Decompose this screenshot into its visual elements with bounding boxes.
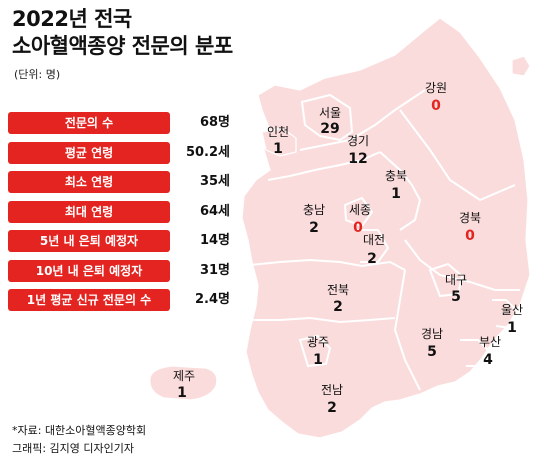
ulleungdo-island <box>511 55 531 77</box>
region-count: 0 <box>353 220 363 236</box>
region-name: 대전 <box>363 233 385 247</box>
stat-value: 64세 <box>199 203 230 219</box>
province-borders <box>249 89 520 391</box>
region-name: 부산 <box>479 335 501 349</box>
region-count: 2 <box>327 400 337 416</box>
region-count: 1 <box>177 385 187 401</box>
region-count: 2 <box>309 220 319 236</box>
stat-value: 14명 <box>199 233 230 248</box>
title-line-1: 2022년 전국 <box>12 7 132 31</box>
region-name: 울산 <box>501 303 523 317</box>
stat-row: 최소 연령 35세 <box>8 171 234 193</box>
region-name: 광주 <box>307 335 329 349</box>
stat-row: 10년 내 은퇴 예정자 31명 <box>8 259 234 282</box>
stat-label: 전문의 수 <box>8 112 170 134</box>
region-name: 인천 <box>267 124 289 139</box>
region-count: 1 <box>313 352 323 368</box>
region-name: 세종 <box>349 203 371 217</box>
region-name: 충남 <box>303 203 325 217</box>
region-count: 1 <box>273 141 283 157</box>
jeju-island <box>149 365 218 401</box>
region-name: 전남 <box>321 383 343 397</box>
region-name: 제주 <box>173 369 195 383</box>
province-shapes <box>149 17 531 439</box>
stat-label: 평균 연령 <box>8 141 170 164</box>
region-count: 2 <box>367 251 377 267</box>
region-name: 경기 <box>347 134 369 148</box>
region-count: 5 <box>427 344 437 360</box>
stats-panel: 전문의 수 68명 평균 연령 50.2세 최소 연령 35세 최대 연령 64세 5년… <box>8 112 234 319</box>
stat-value: 31명 <box>199 262 230 278</box>
unit-label: (단위: 명) <box>14 68 61 81</box>
region-name: 전북 <box>327 283 349 297</box>
region-count: 5 <box>451 289 461 305</box>
region-name: 경북 <box>459 211 481 225</box>
map-title: 2022년 전국 소아혈액종양 전문의 분포 <box>12 6 233 60</box>
stat-value: 68명 <box>199 115 230 130</box>
region-count: 0 <box>465 228 475 244</box>
region-labels: 서울 29 인천 1 경기 12 강원 0 충북 1 충남 2 세종 0 대전 … <box>173 81 523 416</box>
stat-value: 35세 <box>199 174 230 189</box>
stat-value: 2.4명 <box>195 292 230 307</box>
stat-row: 최대 연령 64세 <box>8 200 234 223</box>
stat-row: 전문의 수 68명 <box>8 112 234 134</box>
stat-label: 최소 연령 <box>8 171 170 193</box>
region-count: 29 <box>320 121 339 137</box>
credit-note: 그래픽: 김지영 디자인기자 <box>12 442 135 455</box>
region-count: 2 <box>333 299 343 315</box>
incheon-islands <box>261 127 297 157</box>
region-name: 충북 <box>385 169 407 183</box>
region-name: 대구 <box>445 273 467 287</box>
stat-label: 1년 평균 신규 전문의 수 <box>8 289 170 311</box>
region-count: 0 <box>431 98 441 114</box>
region-name: 강원 <box>425 81 447 95</box>
region-name: 경남 <box>421 327 443 341</box>
stat-label: 10년 내 은퇴 예정자 <box>8 259 170 282</box>
region-count: 1 <box>507 320 517 336</box>
region-name: 서울 <box>319 106 341 120</box>
region-count: 1 <box>391 186 401 202</box>
region-count: 12 <box>348 151 367 167</box>
stat-label: 최대 연령 <box>8 200 170 223</box>
source-note: *자료: 대한소아혈액종양학회 <box>12 424 147 437</box>
stat-value: 50.2세 <box>185 144 230 160</box>
stat-label: 5년 내 은퇴 예정자 <box>8 230 170 252</box>
mainland-shape <box>241 17 531 439</box>
stat-row: 1년 평균 신규 전문의 수 2.4명 <box>8 289 234 311</box>
title-line-2: 소아혈액종양 전문의 분포 <box>12 34 233 58</box>
stat-row: 평균 연령 50.2세 <box>8 141 234 164</box>
stat-row: 5년 내 은퇴 예정자 14명 <box>8 230 234 252</box>
region-count: 4 <box>483 352 493 368</box>
